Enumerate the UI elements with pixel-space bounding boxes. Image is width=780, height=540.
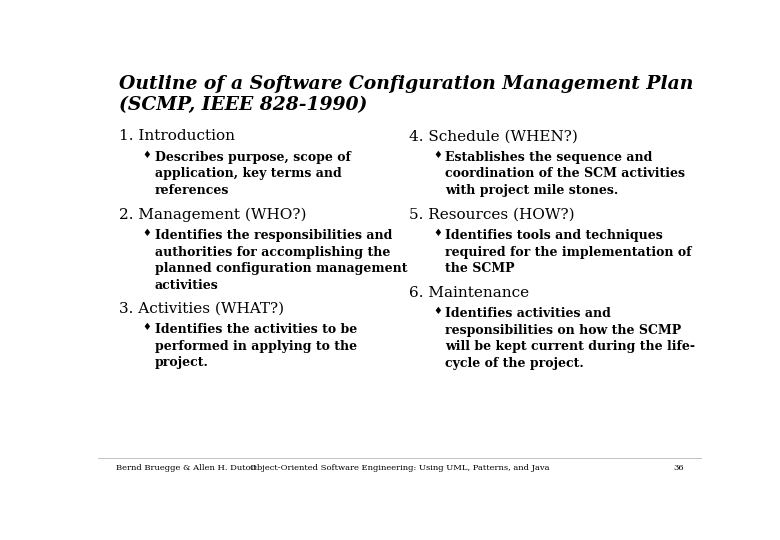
Text: Identifies tools and techniques
required for the implementation of
the SCMP: Identifies tools and techniques required… xyxy=(445,229,692,275)
Text: 36: 36 xyxy=(673,464,684,472)
Text: 1. Introduction: 1. Introduction xyxy=(119,129,235,143)
Text: ♦: ♦ xyxy=(433,228,441,238)
Text: Identifies the activities to be
performed in applying to the
project.: Identifies the activities to be performe… xyxy=(155,323,357,369)
Text: ♦: ♦ xyxy=(433,306,441,316)
Text: (SCMP, IEEE 828-1990): (SCMP, IEEE 828-1990) xyxy=(119,96,367,114)
Text: ♦: ♦ xyxy=(433,150,441,160)
Text: Describes purpose, scope of
application, key terms and
references: Describes purpose, scope of application,… xyxy=(155,151,351,197)
Text: Identifies activities and
responsibilities on how the SCMP
will be kept current : Identifies activities and responsibiliti… xyxy=(445,307,695,370)
Text: 4. Schedule (WHEN?): 4. Schedule (WHEN?) xyxy=(409,129,578,143)
Text: ♦: ♦ xyxy=(143,322,151,332)
Text: Object-Oriented Software Engineering: Using UML, Patterns, and Java: Object-Oriented Software Engineering: Us… xyxy=(250,464,549,472)
Text: Establishes the sequence and
coordination of the SCM activities
with project mil: Establishes the sequence and coordinatio… xyxy=(445,151,685,197)
Text: 6. Maintenance: 6. Maintenance xyxy=(409,286,529,300)
Text: ♦: ♦ xyxy=(143,228,151,238)
Text: 3. Activities (WHAT?): 3. Activities (WHAT?) xyxy=(119,301,284,315)
Text: ♦: ♦ xyxy=(143,150,151,160)
Text: 2. Management (WHO?): 2. Management (WHO?) xyxy=(119,207,307,222)
Text: 5. Resources (HOW?): 5. Resources (HOW?) xyxy=(409,207,574,221)
Text: Identifies the responsibilities and
authorities for accomplishing the
planned co: Identifies the responsibilities and auth… xyxy=(155,229,407,292)
Text: Bernd Bruegge & Allen H. Dutoit: Bernd Bruegge & Allen H. Dutoit xyxy=(115,464,257,472)
Text: Outline of a Software Configuration Management Plan: Outline of a Software Configuration Mana… xyxy=(119,75,693,93)
